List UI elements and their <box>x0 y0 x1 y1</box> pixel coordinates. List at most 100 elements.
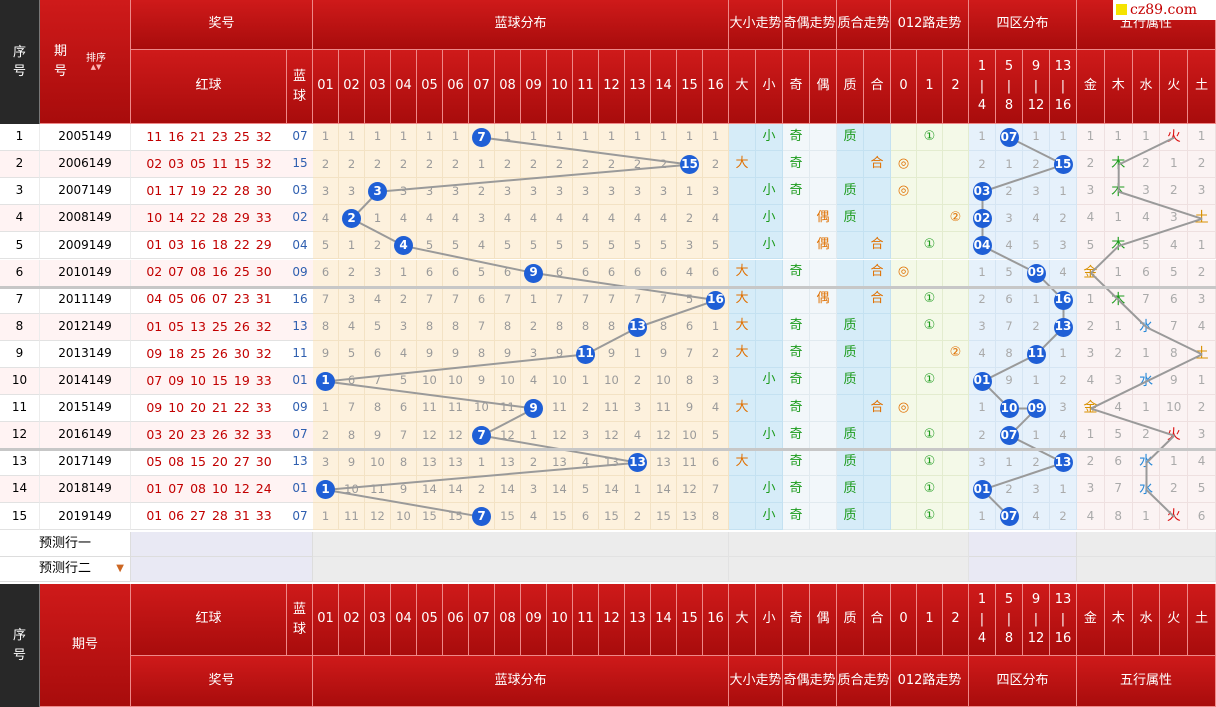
row-seq: 5 <box>0 232 40 260</box>
blue-dist-miss: 8 <box>417 313 443 341</box>
mod-cell: ② <box>943 340 969 368</box>
blue-dist-miss: 12 <box>443 422 469 450</box>
blue-dist-miss: 3 <box>417 178 443 206</box>
wuxing-miss: 6 <box>1188 503 1216 531</box>
prime-cell <box>864 476 891 504</box>
size-cell <box>756 449 783 477</box>
parity-cell <box>810 503 837 531</box>
predict-row-1-label[interactable]: 预测行一 <box>0 532 131 557</box>
blue-dist-miss: 2 <box>625 503 651 531</box>
wuxing-miss: 3 <box>1188 422 1216 450</box>
wuxing-miss: 1 <box>1104 313 1133 341</box>
prime-cell <box>864 340 891 368</box>
zone-ball-marker: 15 <box>1053 155 1073 175</box>
blue-dist-miss: 12 <box>365 503 391 531</box>
mod-cell <box>943 259 969 287</box>
header-period[interactable]: 期号 排序 ▲▼ <box>40 0 131 124</box>
col-parity: 奇 <box>783 584 810 656</box>
blue-dist-miss: 9 <box>677 395 703 423</box>
blue-dist-miss: 2 <box>443 151 469 179</box>
blue-dist-miss: 3 <box>625 178 651 206</box>
group-mod: 012路走势 <box>891 656 969 707</box>
row-red-balls: 09 10 20 21 22 33 <box>131 395 287 423</box>
col-wuxing: 金 <box>1077 584 1105 656</box>
wuxing-miss: 1 <box>1077 124 1105 152</box>
footer-seq: 序号 <box>0 584 40 707</box>
col-parity: 偶 <box>810 50 837 124</box>
blue-dist-miss: 9 <box>547 340 573 368</box>
blue-dist-miss: 1 <box>339 124 365 152</box>
blue-dist-miss: 6 <box>391 395 417 423</box>
mod-cell: ◎ <box>891 151 917 179</box>
blue-dist-miss: 7 <box>417 286 443 314</box>
blue-dist-miss: 3 <box>495 178 521 206</box>
blue-dist-miss: 2 <box>599 151 625 179</box>
col-wuxing: 土 <box>1188 50 1216 124</box>
wuxing-hit: 木 <box>1104 232 1133 260</box>
blue-dist-miss: 4 <box>469 232 495 260</box>
row-seq: 8 <box>0 313 40 341</box>
blue-dist-miss: 10 <box>469 395 495 423</box>
col-blue-05: 05 <box>417 50 443 124</box>
col-wuxing: 水 <box>1132 584 1161 656</box>
blue-dist-miss: 5 <box>521 232 547 260</box>
size-cell: 小 <box>756 367 783 395</box>
mod-cell <box>943 449 969 477</box>
parity-cell <box>810 259 837 287</box>
col-blue-13: 13 <box>625 50 651 124</box>
predict-cell <box>729 557 969 582</box>
col-blue-05: 05 <box>417 584 443 656</box>
blue-dist-miss: 6 <box>469 286 495 314</box>
prime-cell <box>864 178 891 206</box>
zone-col-part: 4 <box>977 98 987 114</box>
blue-dist-miss: 15 <box>417 503 443 531</box>
char: 序 <box>12 44 26 60</box>
blue-dist-miss: 1 <box>391 124 417 152</box>
row-blue-ball: 07 <box>287 124 313 152</box>
blue-dist-miss: 14 <box>651 476 677 504</box>
blue-dist-miss: 1 <box>703 313 729 341</box>
row-red-balls: 02 07 08 16 25 30 <box>131 259 287 287</box>
parity-cell: 偶 <box>810 232 837 260</box>
col-blue-14: 14 <box>651 584 677 656</box>
blue-dist-miss: 2 <box>313 151 339 179</box>
predict-cell[interactable] <box>131 557 313 582</box>
blue-dist-miss: 8 <box>651 313 677 341</box>
row-period: 2008149 <box>40 205 131 233</box>
col-blue-ball: 蓝球 <box>287 50 313 124</box>
zone-col-part: 8 <box>1004 631 1014 647</box>
prime-cell: 质 <box>837 367 864 395</box>
wuxing-miss: 1 <box>1077 422 1105 450</box>
wuxing-hit: 火 <box>1160 503 1189 531</box>
zone-ball-marker: 01 <box>972 480 992 500</box>
expand-arrow-icon[interactable]: ▼ <box>116 563 124 574</box>
char: 号 <box>12 64 26 79</box>
prime-cell: 质 <box>837 503 864 531</box>
row-seq: 13 <box>0 449 40 477</box>
zone-col-part: 16 <box>1054 631 1072 647</box>
blue-dist-miss: 15 <box>547 503 573 531</box>
blue-dist-miss: 2 <box>469 476 495 504</box>
predict-row-2-label[interactable]: 预测行二 ▼ <box>0 557 131 582</box>
prime-cell <box>864 422 891 450</box>
row-red-balls: 11 16 21 23 25 32 <box>131 124 287 152</box>
mod-cell: ① <box>917 367 943 395</box>
blue-dist-miss: 11 <box>417 395 443 423</box>
zone-col-bar: | <box>1033 78 1039 94</box>
blue-dist-miss: 5 <box>703 422 729 450</box>
logo-text: cz89.com <box>1130 2 1198 18</box>
predict-cell[interactable] <box>131 532 313 557</box>
wuxing-miss: 1 <box>1132 340 1161 368</box>
zone-miss: 8 <box>996 340 1023 368</box>
blue-dist-miss: 15 <box>495 503 521 531</box>
zone-ball-marker: 09 <box>1026 263 1046 283</box>
wuxing-miss: 5 <box>1077 232 1105 260</box>
blue-dist-miss: 6 <box>417 259 443 287</box>
parity-cell <box>810 395 837 423</box>
site-logo[interactable]: cz89.com <box>1113 0 1216 20</box>
blue-dist-miss: 7 <box>339 395 365 423</box>
blue-dist-miss: 3 <box>391 313 417 341</box>
sort-button[interactable]: 排序 ▲▼ <box>86 54 106 71</box>
wuxing-miss: 7 <box>1132 286 1161 314</box>
